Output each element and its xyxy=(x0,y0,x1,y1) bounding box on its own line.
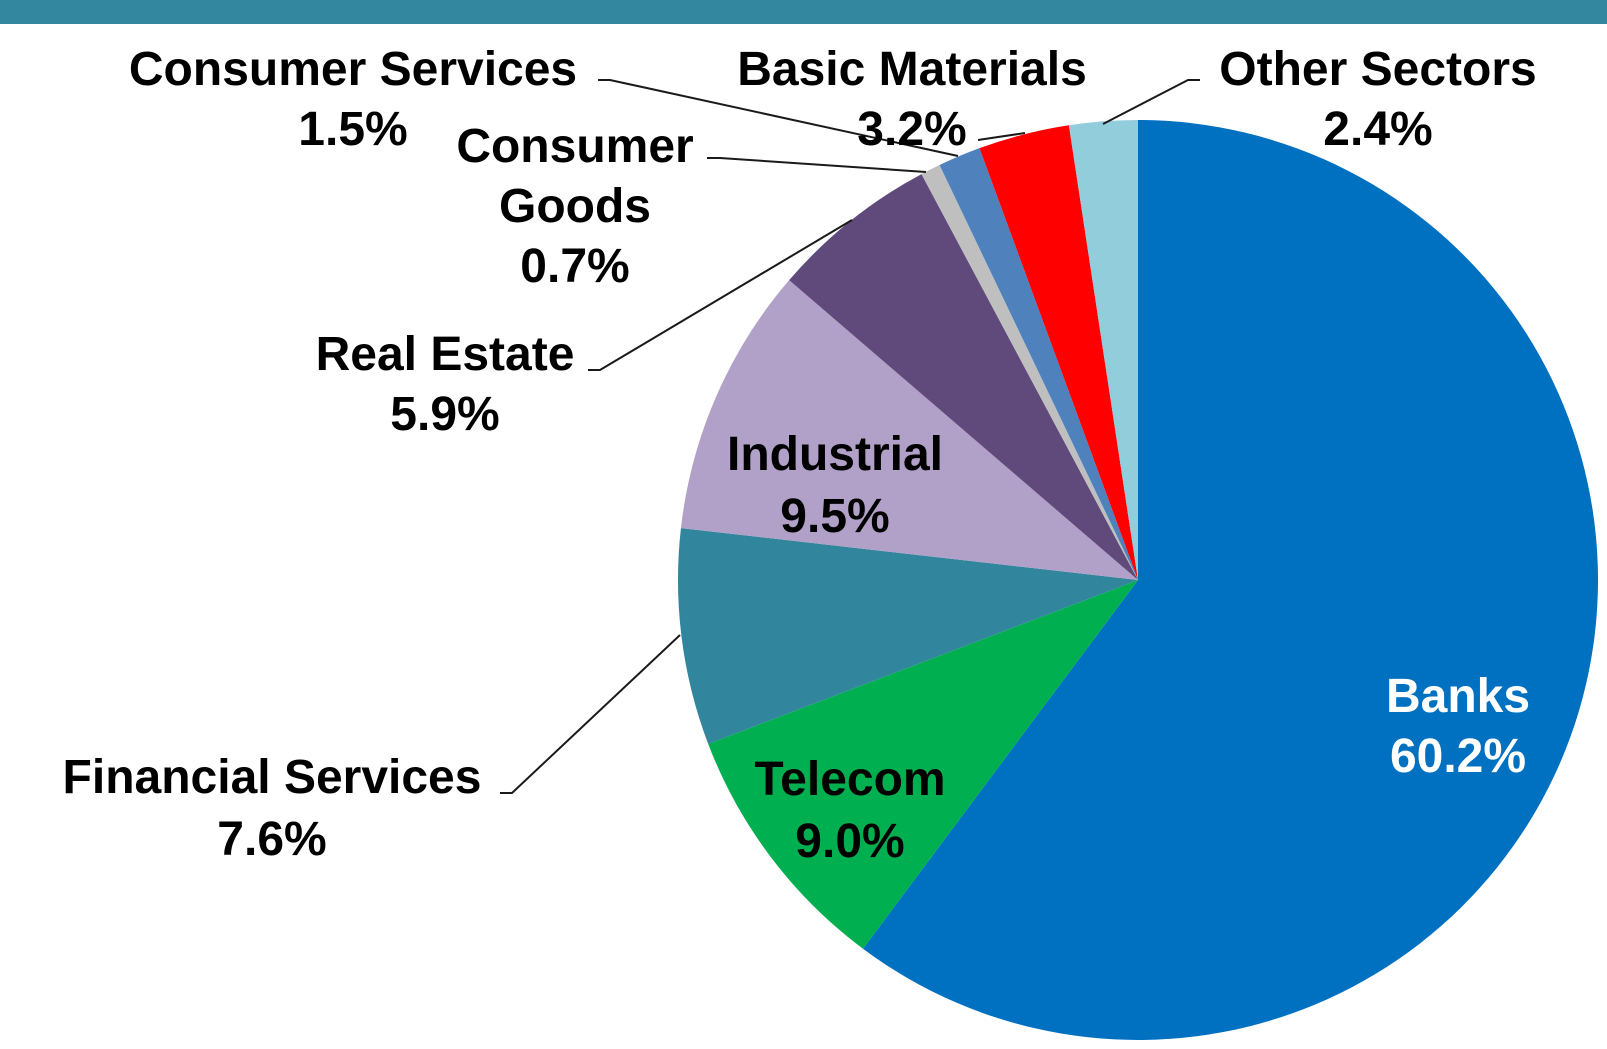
leader-line-consumer-goods xyxy=(707,157,927,173)
slice-label-real-estate: Real Estate 5.9% xyxy=(316,328,575,441)
slice-value-financial-services: 7.6% xyxy=(217,813,326,866)
leader-line-real-estate xyxy=(588,219,853,371)
slice-label-banks: Banks 60.2% xyxy=(1386,670,1530,783)
leader-line-other-sectors xyxy=(1102,79,1200,125)
slice-name-financial-services: Financial Services xyxy=(63,751,482,804)
pie-slice-real-estate xyxy=(789,174,1138,580)
slice-value-other-sectors: 2.4% xyxy=(1323,103,1432,156)
leader-line-basic-materials xyxy=(977,132,1026,141)
pie-slice-basic-materials xyxy=(979,125,1138,580)
slice-label-consumer-goods: Consumer Goods 0.7% xyxy=(456,120,693,293)
slice-name-banks: Banks xyxy=(1386,670,1530,723)
slice-value-real-estate: 5.9% xyxy=(390,388,499,441)
pie-slice-banks xyxy=(862,120,1598,1040)
slice-name-consumer-services: Consumer Services xyxy=(129,43,577,96)
leader-line-financial-services xyxy=(500,634,681,794)
slice-label-consumer-services: Consumer Services 1.5% xyxy=(129,43,577,156)
slice-value-consumer-goods: 0.7% xyxy=(520,240,629,293)
top-banner-bar xyxy=(0,0,1607,24)
pie-slice-financial-services xyxy=(677,528,1138,744)
slice-labels: Banks 60.2% Telecom 9.0% Financial Services 7… xyxy=(63,43,1537,868)
slice-name-industrial: Industrial xyxy=(727,428,943,481)
slice-name-real-estate: Real Estate xyxy=(316,328,575,381)
leader-line-consumer-services xyxy=(598,79,959,157)
pie-slice-consumer-goods xyxy=(921,165,1138,580)
slice-value-consumer-services: 1.5% xyxy=(298,103,407,156)
slice-value-industrial: 9.5% xyxy=(780,490,889,543)
pie-slice-consumer-services xyxy=(939,148,1138,580)
pie-slice-industrial xyxy=(680,280,1138,580)
pie-slices xyxy=(677,120,1598,1040)
slice-label-other-sectors: Other Sectors 2.4% xyxy=(1219,43,1536,156)
slice-label-telecom: Telecom 9.0% xyxy=(754,753,945,868)
slice-name-basic-materials: Basic Materials xyxy=(737,43,1087,96)
slice-name-consumer-goods: Consumer xyxy=(456,120,693,173)
slice-value-banks: 60.2% xyxy=(1390,730,1526,783)
slice-label-industrial: Industrial 9.5% xyxy=(727,428,943,543)
slice-value-telecom: 9.0% xyxy=(795,815,904,868)
slice-label-basic-materials: Basic Materials 3.2% xyxy=(737,43,1087,156)
slice-value-basic-materials: 3.2% xyxy=(857,103,966,156)
pie-slice-other-sectors xyxy=(1068,120,1138,580)
slice-name-telecom: Telecom xyxy=(754,753,945,806)
slice-name-other-sectors: Other Sectors xyxy=(1219,43,1536,96)
slice-label-financial-services: Financial Services 7.6% xyxy=(63,751,482,866)
leader-lines xyxy=(500,79,1200,794)
slice-name-consumer-goods: Goods xyxy=(499,180,651,233)
pie-slice-telecom xyxy=(708,580,1138,949)
